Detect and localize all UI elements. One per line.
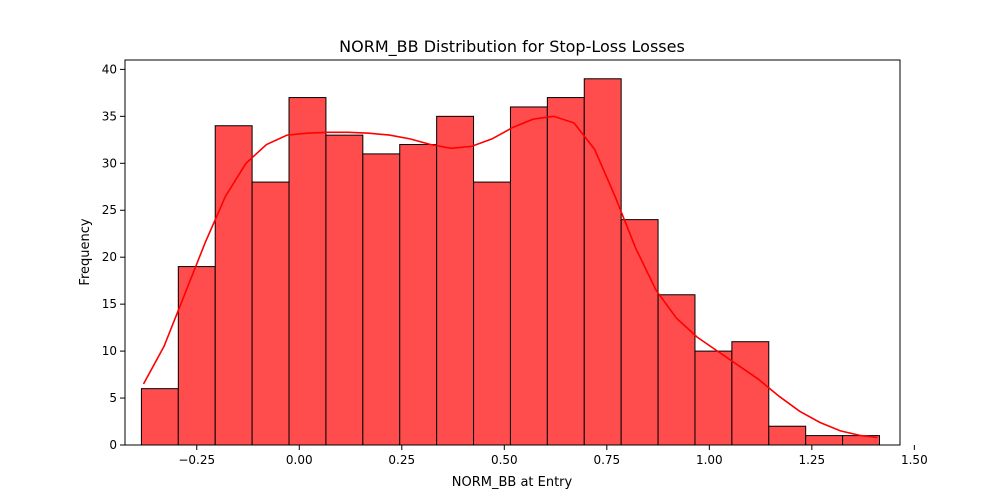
histogram-bar [620, 219, 659, 446]
histogram-bars [140, 78, 880, 446]
chart-title: NORM_BB Distribution for Stop-Loss Losse… [339, 37, 685, 57]
histogram-bar [546, 97, 585, 446]
plot-frame [124, 59, 901, 446]
y-tick-label: 5 [109, 391, 117, 405]
y-tick-label: 0 [109, 438, 117, 452]
histogram-bar [731, 341, 770, 446]
histogram-bar [768, 425, 807, 446]
histogram-bar [325, 134, 364, 446]
x-tick-label: 0.50 [491, 453, 518, 467]
histogram-bar [214, 125, 253, 446]
y-tick-label: 10 [102, 344, 117, 358]
histogram-bar [473, 181, 511, 446]
x-tick-label: 1.25 [798, 453, 825, 467]
histogram-bar [509, 106, 548, 446]
y-tick-label: 35 [102, 109, 117, 123]
histogram-bar [362, 153, 401, 446]
y-tick-label: 30 [102, 156, 117, 170]
y-tick-label: 40 [102, 62, 117, 76]
y-axis-ticks: 0 5 10 15 20 25 30 35 40 [102, 62, 125, 452]
x-tick-label: 0.25 [388, 453, 415, 467]
y-tick-label: 15 [102, 297, 117, 311]
histogram-bar [251, 181, 290, 446]
histogram-bar [805, 435, 844, 446]
x-tick-label: 1.50 [901, 453, 928, 467]
histogram-bar [657, 294, 696, 446]
x-axis-ticks: −0.25 0.00 0.25 0.50 0.75 1.00 1.25 1.50 [178, 445, 928, 467]
histogram-bar [399, 144, 438, 446]
x-tick-label: 0.00 [286, 453, 313, 467]
histogram-bar [436, 115, 475, 446]
x-tick-label: −0.25 [178, 453, 215, 467]
y-tick-label: 20 [102, 250, 117, 264]
histogram-bar [288, 97, 327, 446]
y-axis-label: Frequency [78, 218, 93, 285]
y-tick-label: 25 [102, 203, 117, 217]
histogram-bar [140, 388, 179, 446]
histogram-bar [694, 350, 733, 446]
x-tick-label: 0.75 [593, 453, 620, 467]
x-tick-label: 1.00 [696, 453, 723, 467]
x-axis-label: NORM_BB at Entry [452, 475, 573, 490]
kde-curve [142, 115, 878, 439]
histogram-bar [177, 266, 216, 446]
histogram-bar [583, 78, 622, 446]
